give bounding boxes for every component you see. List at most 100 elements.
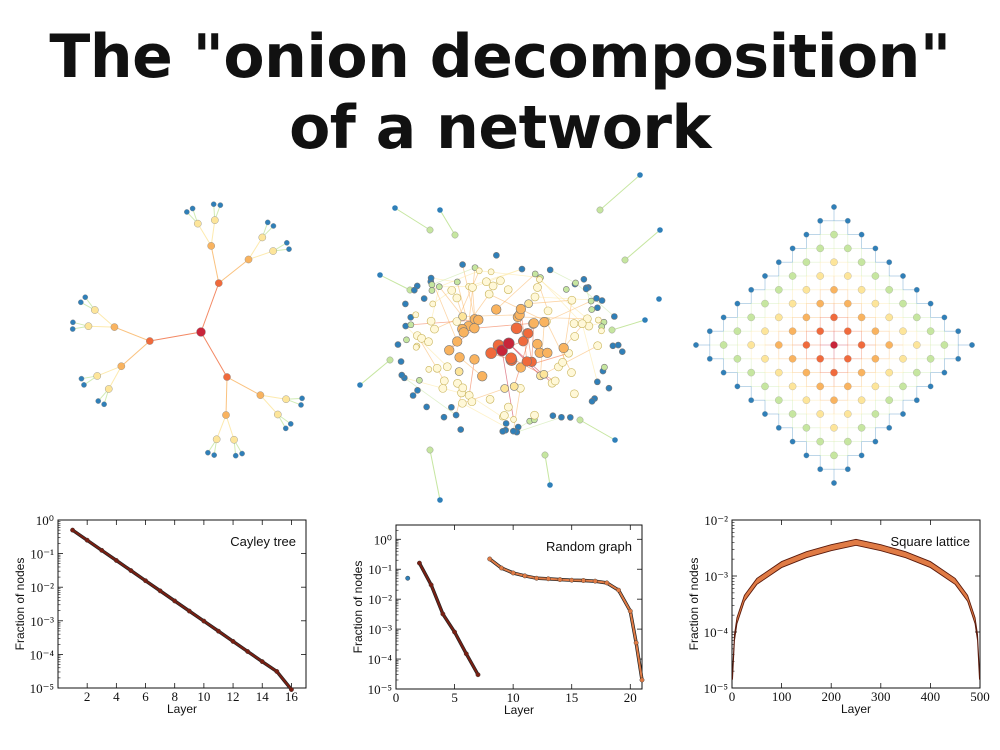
- series-point: [510, 570, 516, 576]
- graph-node: [458, 312, 467, 321]
- y-tick-label: 10⁻³: [704, 569, 728, 584]
- lattice-node: [844, 244, 852, 253]
- graph-edge: [404, 377, 457, 416]
- graph-node: [505, 352, 517, 365]
- graph-node: [469, 323, 480, 334]
- series-point: [201, 618, 207, 624]
- lattice-node: [734, 300, 741, 307]
- graph-node: [533, 283, 542, 292]
- lattice-node: [775, 341, 783, 349]
- graph-node: [491, 304, 502, 315]
- series-point: [499, 565, 504, 571]
- tree-node: [273, 410, 282, 419]
- graph-node: [588, 398, 596, 405]
- tree-node: [84, 322, 93, 330]
- y-tick-label: 10⁻²: [704, 513, 728, 528]
- chart-2: 10⁻² 10⁻³ 10⁻⁴ 10⁻⁵0 100 200 300 400 500 Layer Fra…: [687, 513, 990, 716]
- graph-node: [386, 356, 394, 364]
- tree-edge: [248, 237, 263, 260]
- graph-edge: [359, 359, 391, 386]
- graph-node: [496, 344, 508, 357]
- x-tick-label: 0: [393, 690, 400, 705]
- tree-edge: [210, 245, 220, 284]
- lattice-node: [899, 299, 907, 308]
- tree-node: [110, 323, 119, 331]
- graph-node: [377, 272, 383, 278]
- lattice-node: [886, 259, 893, 266]
- series-line: [418, 562, 479, 676]
- lattice-node: [844, 437, 852, 446]
- tree-edge: [225, 414, 235, 440]
- graph-edge: [534, 273, 583, 324]
- x-tick-label: 6: [142, 689, 149, 704]
- graph-node: [412, 311, 420, 319]
- series-point: [487, 556, 493, 562]
- series-point: [633, 640, 639, 646]
- lattice-node: [831, 480, 837, 486]
- graph-node: [609, 342, 617, 350]
- lattice-node: [900, 273, 906, 279]
- graph-node: [473, 314, 484, 326]
- lattice-node: [844, 355, 852, 363]
- network-illustrations: [69, 172, 975, 503]
- lattice-node: [693, 342, 699, 348]
- lattice-node: [748, 397, 755, 404]
- graph-node: [412, 343, 420, 351]
- graph-edge: [379, 274, 411, 291]
- graph-edge: [546, 300, 592, 322]
- lattice-node: [817, 466, 824, 473]
- lattice-node: [871, 299, 880, 308]
- lattice-node: [913, 313, 921, 322]
- series-point: [113, 558, 119, 563]
- lattice-node: [913, 286, 920, 293]
- lattice-node: [762, 273, 768, 279]
- tree-node: [78, 299, 84, 306]
- tree-edge: [121, 340, 151, 367]
- graph-edge: [549, 269, 576, 284]
- y-tick-label: 10⁻⁵: [704, 681, 728, 696]
- series-point: [569, 577, 575, 583]
- y-tick-label: 10⁻¹: [30, 547, 54, 562]
- tree-edge: [216, 414, 227, 440]
- lattice-node: [857, 341, 866, 349]
- lattice-node: [830, 341, 838, 349]
- lattice-node: [816, 299, 824, 308]
- graph-node: [452, 317, 462, 326]
- x-tick-label: 0: [729, 689, 736, 704]
- graph-node: [524, 299, 533, 308]
- graph-node: [536, 276, 543, 283]
- lattice-node: [789, 245, 796, 252]
- graph-edge: [516, 416, 562, 433]
- graph-node: [587, 297, 595, 305]
- square-lattice-network: [693, 204, 975, 486]
- lattice-node: [913, 368, 921, 377]
- tree-node: [95, 398, 102, 404]
- graph-edge: [540, 345, 598, 377]
- graph-edge: [510, 357, 556, 382]
- graph-node: [469, 354, 480, 365]
- graph-node: [426, 226, 434, 234]
- tree-node: [217, 202, 224, 208]
- graph-node: [567, 295, 577, 305]
- graph-node: [521, 356, 533, 367]
- lattice-node: [830, 258, 838, 266]
- lattice-node: [802, 424, 811, 432]
- lattice-node: [817, 217, 824, 224]
- lattice-node: [803, 452, 810, 459]
- y-tick-label: 10⁰: [374, 532, 392, 547]
- lattice-node: [926, 355, 935, 363]
- tree-edge: [149, 331, 202, 342]
- lattice-node: [706, 355, 713, 362]
- graph-node: [398, 371, 406, 379]
- graph-node: [488, 281, 498, 291]
- page-title-line-2: of a network: [289, 93, 711, 163]
- series-point: [186, 608, 192, 614]
- series-point: [428, 582, 434, 588]
- x-tick-label: 2: [84, 689, 91, 704]
- series-point: [463, 651, 469, 657]
- lattice-node: [802, 396, 811, 404]
- lattice-node: [788, 410, 797, 418]
- lattice-node: [747, 368, 755, 377]
- graph-node: [416, 376, 423, 384]
- graph-node: [444, 345, 455, 356]
